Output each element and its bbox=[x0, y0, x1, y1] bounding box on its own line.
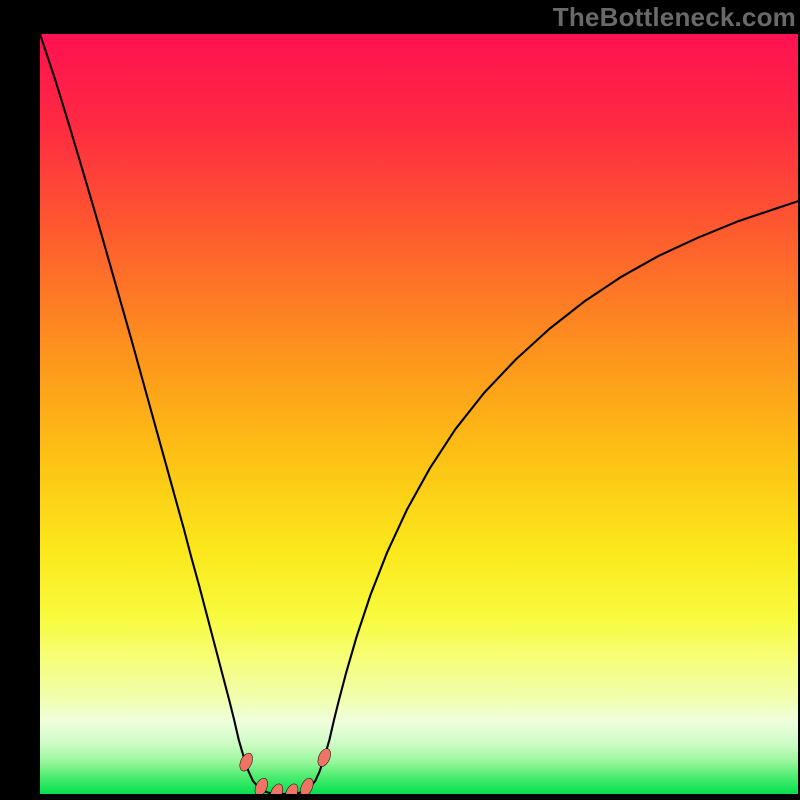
watermark-label: TheBottleneck.com bbox=[553, 2, 796, 33]
chart-frame bbox=[40, 34, 798, 794]
bottleneck-chart-svg bbox=[40, 34, 798, 794]
chart-background bbox=[40, 34, 798, 794]
